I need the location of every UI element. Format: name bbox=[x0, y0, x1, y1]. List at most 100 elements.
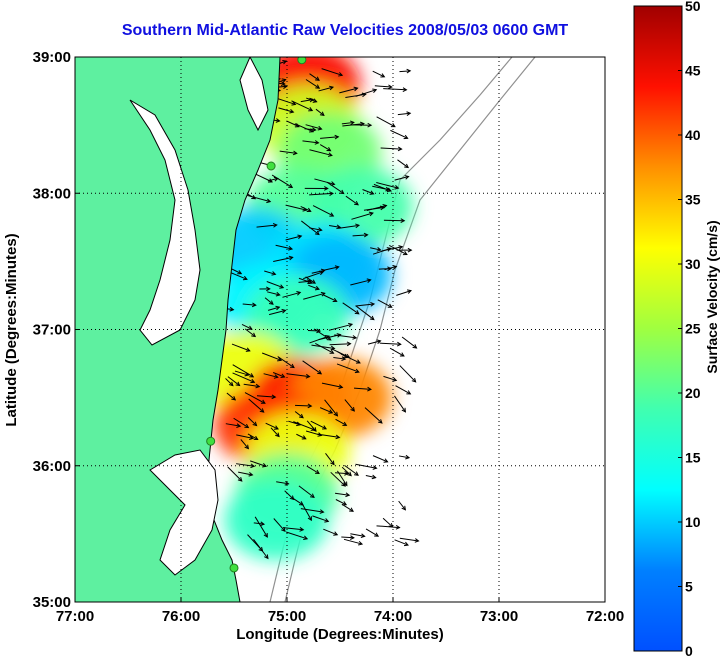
velocity-vector-head bbox=[273, 425, 279, 430]
velocity-vector bbox=[284, 490, 295, 500]
velocity-vector-head bbox=[354, 471, 359, 476]
velocity-vector bbox=[295, 404, 312, 407]
velocity-vector-head bbox=[349, 120, 355, 126]
velocity-vector-head bbox=[328, 409, 334, 414]
velocity-vector-head bbox=[275, 432, 280, 438]
velocity-vector-head bbox=[407, 247, 413, 253]
velocity-vector-head bbox=[297, 234, 303, 240]
velocity-vector-head bbox=[299, 413, 304, 419]
velocity-vector-head bbox=[251, 302, 257, 308]
velocity-vector bbox=[326, 181, 344, 194]
velocity-vector bbox=[305, 430, 322, 436]
velocity-vector-head bbox=[264, 554, 269, 560]
velocity-vector bbox=[264, 297, 274, 305]
colorbar-tick-label: 30 bbox=[685, 256, 701, 272]
velocity-vector-head bbox=[319, 270, 325, 276]
velocity-vector-head bbox=[366, 278, 372, 284]
velocity-vector-head bbox=[316, 328, 322, 334]
velocity-vector bbox=[244, 328, 256, 337]
velocity-vector-head bbox=[284, 480, 290, 486]
velocity-vector-head bbox=[400, 218, 406, 224]
velocity-vector-head bbox=[312, 98, 318, 103]
velocity-vector-head bbox=[280, 81, 286, 87]
velocity-vector bbox=[263, 373, 278, 378]
velocity-vector bbox=[275, 244, 293, 250]
velocity-vector bbox=[311, 344, 335, 349]
velocity-vector bbox=[240, 439, 249, 449]
velocity-vector bbox=[399, 365, 417, 383]
velocity-vector bbox=[315, 343, 334, 354]
velocity-vector-head bbox=[317, 125, 323, 131]
velocity-vector-head bbox=[308, 107, 314, 112]
velocity-vector bbox=[278, 107, 294, 113]
velocity-vector bbox=[364, 407, 383, 424]
velocity-vector bbox=[253, 522, 265, 525]
velocity-vector bbox=[256, 224, 277, 228]
velocity-vector-head bbox=[345, 492, 351, 498]
velocity-vector bbox=[335, 418, 347, 426]
velocity-vector-head bbox=[360, 533, 366, 539]
velocity-vector-head bbox=[329, 349, 335, 354]
velocity-vector bbox=[314, 178, 335, 185]
velocity-vector-head bbox=[245, 347, 251, 352]
x-tick-label: 77:00 bbox=[56, 608, 94, 625]
velocity-vector-head bbox=[259, 408, 265, 413]
velocity-vector bbox=[306, 465, 320, 474]
y-tick-label: 36:00 bbox=[33, 458, 71, 475]
velocity-vector-head bbox=[302, 207, 308, 212]
velocity-vector bbox=[256, 395, 276, 398]
velocity-vector-head bbox=[281, 308, 287, 314]
x-tick-label: 76:00 bbox=[162, 608, 200, 625]
velocity-vector bbox=[282, 291, 301, 298]
velocity-vector-head bbox=[314, 469, 320, 475]
velocity-vector bbox=[350, 533, 365, 537]
velocity-vector bbox=[333, 356, 346, 360]
velocity-vector-head bbox=[282, 84, 288, 89]
velocity-vector bbox=[291, 100, 313, 112]
velocity-vector bbox=[227, 466, 243, 482]
velocity-vector bbox=[226, 392, 236, 401]
velocity-vector bbox=[286, 373, 310, 378]
velocity-vector bbox=[233, 417, 249, 428]
velocity-vector-head bbox=[309, 97, 315, 103]
velocity-vector-head bbox=[406, 111, 412, 116]
velocity-vector bbox=[268, 309, 286, 316]
velocity-vector bbox=[334, 472, 349, 475]
velocity-vector bbox=[383, 375, 397, 381]
colorbar-tick-label: 0 bbox=[685, 643, 693, 659]
velocity-vector bbox=[390, 129, 408, 139]
x-tick-label: 73:00 bbox=[480, 608, 518, 625]
velocity-vector bbox=[307, 329, 321, 332]
velocity-vector bbox=[241, 323, 253, 330]
velocity-vector bbox=[242, 303, 256, 306]
velocity-vector-head bbox=[374, 532, 380, 537]
velocity-vector-head bbox=[273, 374, 279, 379]
velocity-vector bbox=[285, 204, 307, 211]
velocity-vector bbox=[341, 121, 354, 125]
velocity-vector bbox=[293, 421, 315, 431]
velocity-vector bbox=[225, 423, 241, 427]
colorbar-ticks: 0 5 10 15 20 25 30 35 40 45 50 bbox=[678, 0, 701, 659]
velocity-vector bbox=[383, 88, 407, 91]
velocity-vector-head bbox=[289, 363, 295, 369]
velocity-vector bbox=[353, 387, 371, 390]
velocity-vector bbox=[311, 269, 325, 274]
velocity-vector-head bbox=[317, 369, 323, 375]
velocity-vector bbox=[312, 205, 334, 217]
radar-sites bbox=[206, 57, 307, 573]
velocity-vector-head bbox=[399, 352, 405, 357]
velocity-vector bbox=[355, 463, 377, 469]
y-tick-label: 37:00 bbox=[33, 322, 71, 339]
velocity-vector-head bbox=[319, 509, 325, 514]
velocity-vector bbox=[296, 433, 306, 440]
velocity-vector bbox=[277, 356, 295, 369]
velocity-vector-head bbox=[402, 87, 408, 92]
velocity-vector bbox=[367, 340, 381, 345]
velocity-vector-head bbox=[322, 425, 328, 430]
velocity-vector-head bbox=[271, 394, 277, 400]
velocity-vector-head bbox=[306, 279, 312, 284]
velocity-vector-head bbox=[404, 175, 410, 180]
velocity-vector-head bbox=[251, 194, 257, 200]
velocity-vector-head bbox=[414, 538, 420, 543]
velocity-vector-head bbox=[249, 373, 255, 378]
